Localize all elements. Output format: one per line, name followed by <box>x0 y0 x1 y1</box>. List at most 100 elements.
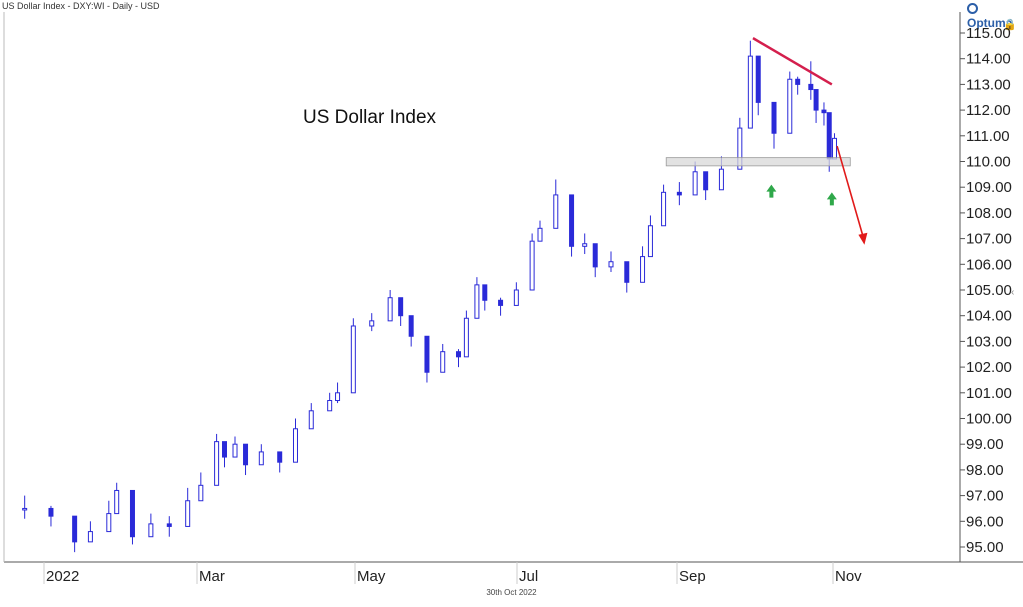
logo-label: Optuma <box>967 16 1013 30</box>
y-tick-label: 106.00 <box>966 256 1012 273</box>
candle-body <box>582 243 588 247</box>
candle-body <box>350 325 356 394</box>
y-tick-label: 111.00 <box>966 128 1010 145</box>
candle-body <box>166 523 172 527</box>
y-tick-label: 109.00 <box>966 179 1012 196</box>
candle-body <box>72 515 78 543</box>
candle-body <box>198 484 204 502</box>
candle-body <box>703 171 709 191</box>
y-tick-label: 112.00 <box>966 102 1011 119</box>
candle-body <box>831 137 837 160</box>
candle-body <box>327 400 333 412</box>
candle-body <box>335 392 341 402</box>
support-zone <box>665 157 851 167</box>
candle-body <box>569 194 575 247</box>
candle-body <box>308 410 314 430</box>
candle-body <box>87 531 93 543</box>
y-tick-label: 103.00 <box>966 333 1012 350</box>
candle-body <box>808 83 814 91</box>
footer-date: 30th Oct 2022 <box>486 588 537 597</box>
candle-body <box>826 112 832 160</box>
y-tick-label: 97.00 <box>966 488 1004 505</box>
candle-body <box>408 315 414 337</box>
resistance-trendline <box>752 37 833 86</box>
x-tick-label: Mar <box>199 568 225 585</box>
green-up-arrow <box>766 184 777 198</box>
candle-body <box>813 89 819 111</box>
y-tick-label: 102.00 <box>966 359 1012 376</box>
y-tick-label: 108.00 <box>966 205 1012 222</box>
candle-body <box>22 507 28 511</box>
candle-body <box>474 284 480 319</box>
candle-body <box>821 109 827 114</box>
candle-body <box>608 261 614 268</box>
candle-body <box>513 289 519 306</box>
candle-body <box>795 78 801 85</box>
candle-body <box>647 225 653 258</box>
candle-body <box>214 441 220 486</box>
y-tick-label: 114.00 <box>966 51 1011 68</box>
red-arrowhead <box>858 232 868 245</box>
lock-icon[interactable]: 🔒 <box>1003 19 1017 31</box>
candle-body <box>243 443 249 466</box>
y-tick-label: 95.00 <box>966 539 1004 556</box>
x-tick-label: Jul <box>519 568 538 585</box>
candle-body <box>529 240 535 291</box>
candle-body <box>755 55 761 103</box>
candle-body <box>369 320 375 327</box>
candle-body <box>692 171 698 196</box>
candle-body <box>292 428 298 463</box>
chart-header: US Dollar Index - DXY:WI - Daily - USD <box>2 1 160 11</box>
candle-body <box>482 284 488 301</box>
candle-body <box>221 441 227 458</box>
candle-body <box>747 55 753 129</box>
candle-body <box>398 297 404 317</box>
candle-body <box>737 127 743 170</box>
candle-body <box>48 507 54 517</box>
candle-body <box>463 317 469 358</box>
candle-body <box>624 261 630 283</box>
y-tick-label: 100.00 <box>966 411 1012 428</box>
candle-body <box>676 191 682 196</box>
candle-body <box>661 191 667 227</box>
y-tick-label: 96.00 <box>966 513 1004 530</box>
collapse-tab-icon[interactable]: ‹ <box>1011 287 1015 298</box>
y-tick-label: 104.00 <box>966 308 1012 325</box>
y-tick-label: 101.00 <box>966 385 1012 402</box>
candle-body <box>114 489 120 515</box>
candle-body <box>106 513 112 533</box>
candle-body <box>148 523 154 538</box>
candle-body <box>185 500 191 527</box>
optuma-logo-icon <box>967 3 978 14</box>
candle-body <box>440 351 446 373</box>
y-tick-label: 115.00 <box>966 25 1011 42</box>
candle-body <box>258 451 264 466</box>
candle-body <box>718 168 724 191</box>
y-tick-label: 98.00 <box>966 462 1004 479</box>
red-down-arrow <box>836 145 865 238</box>
y-tick-label: 107.00 <box>966 231 1012 248</box>
y-tick-label: 110.00 <box>966 154 1011 171</box>
candle-body <box>592 243 598 268</box>
candle-body <box>537 227 543 242</box>
green-up-arrow <box>826 192 837 206</box>
candle-body <box>424 335 430 373</box>
y-tick-label: 99.00 <box>966 436 1004 453</box>
chart-title: US Dollar Index <box>303 107 437 128</box>
x-tick-label: Sep <box>679 568 706 585</box>
candle-body <box>498 299 504 306</box>
candle-body <box>787 78 793 134</box>
candle-body <box>771 101 777 134</box>
x-tick-label: 2022 <box>46 568 79 585</box>
candle-body <box>456 351 461 358</box>
x-tick-label: Nov <box>835 568 862 585</box>
candle-body <box>129 489 135 538</box>
candle-body <box>553 194 559 229</box>
candle-body <box>232 443 238 458</box>
optuma-logo: Optuma <box>967 2 1023 30</box>
candle-body <box>387 297 393 322</box>
candle-body <box>640 256 646 283</box>
y-tick-label: 105.00 <box>966 282 1012 299</box>
x-tick-label: May <box>357 568 386 585</box>
